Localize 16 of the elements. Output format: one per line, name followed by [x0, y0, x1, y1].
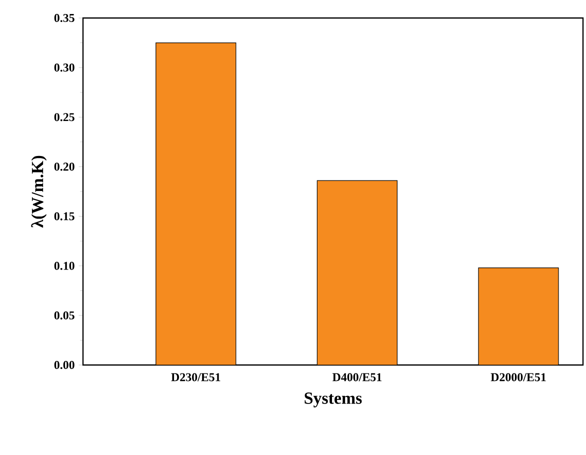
x-tick-label: D400/E51	[332, 373, 382, 382]
y-tick-label: 0.00	[54, 360, 74, 370]
bar	[316, 180, 398, 365]
y-tick-label: 0.05	[54, 311, 74, 320]
x-tick-label: D230/E51	[171, 373, 220, 382]
x-axis-title: Systems	[304, 392, 362, 408]
y-tick-label: 0.10	[54, 262, 74, 270]
y-tick-label: 0.30	[54, 64, 74, 72]
y-axis-title: λ(W/m.K)	[31, 156, 47, 228]
x-tick-label: D2000/E51	[490, 373, 546, 382]
bar	[156, 42, 236, 365]
y-tick-label: 0.35	[54, 14, 74, 22]
y-tick-label: 0.20	[54, 162, 74, 171]
bar	[478, 268, 559, 365]
y-tick-label: 0.25	[54, 113, 74, 122]
y-tick-label: 0.15	[54, 212, 74, 220]
